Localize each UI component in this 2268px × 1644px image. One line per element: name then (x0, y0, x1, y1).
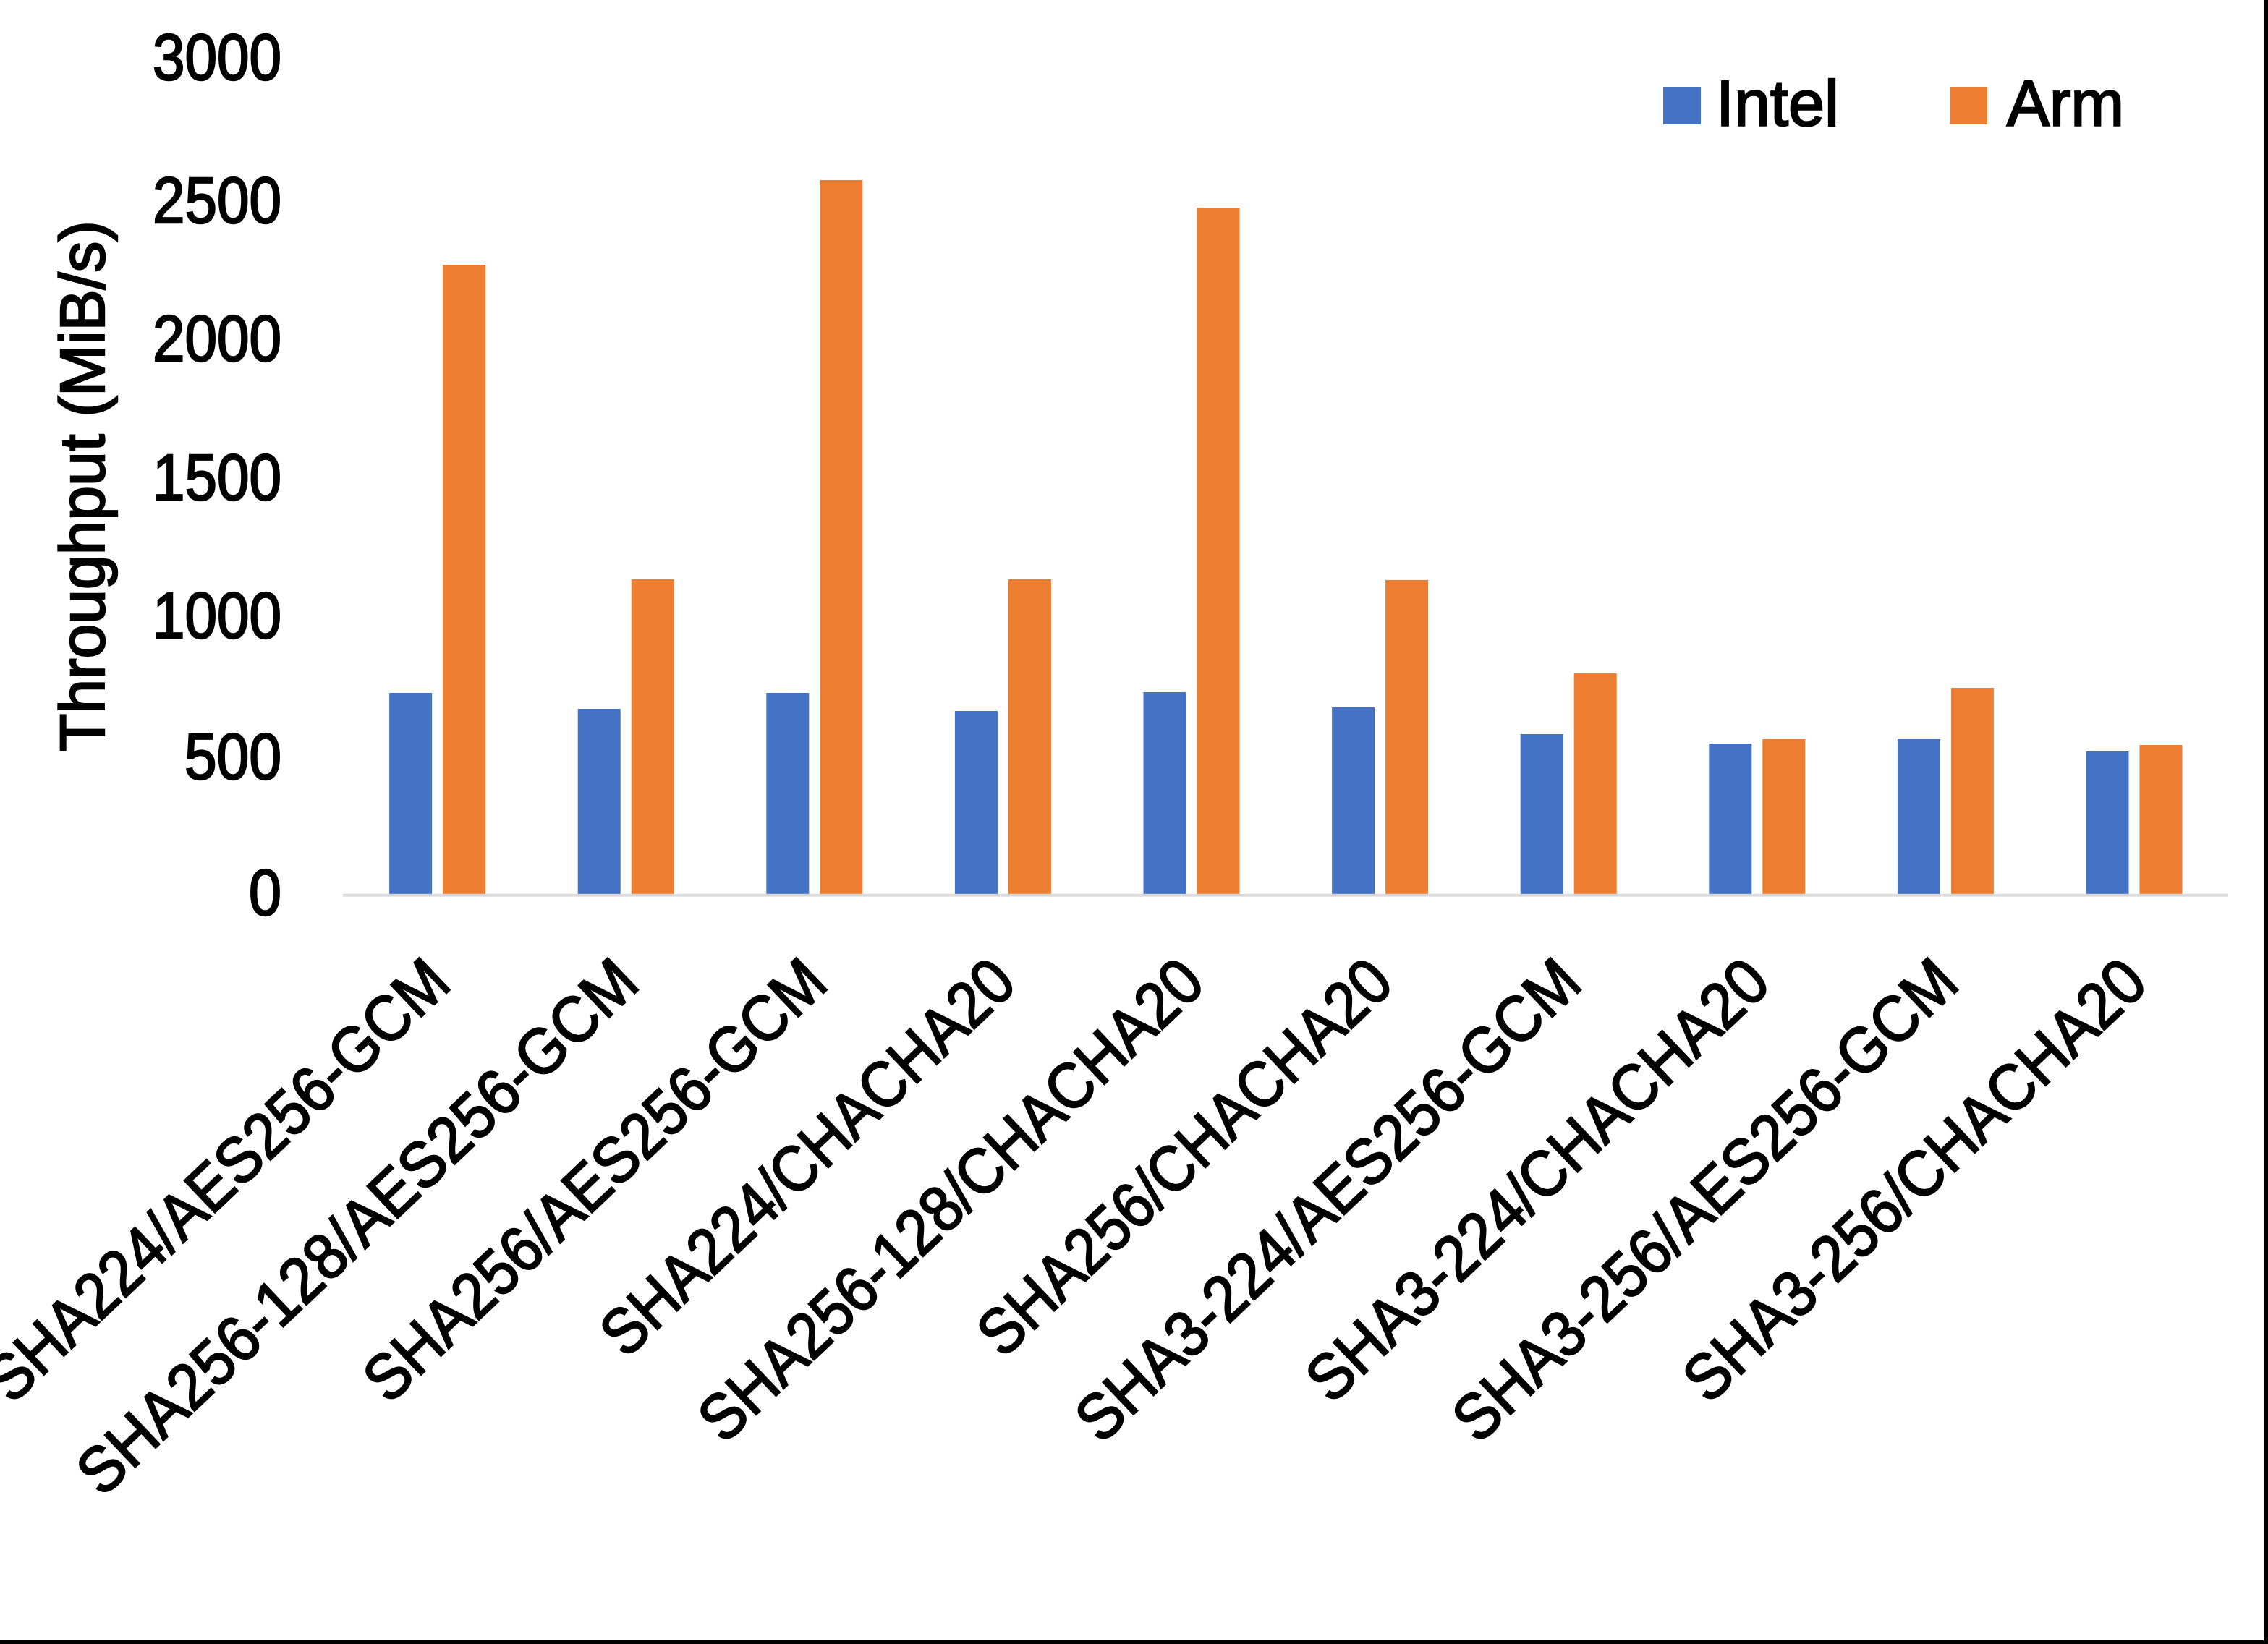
svg-text:2500: 2500 (153, 165, 281, 237)
svg-text:0: 0 (249, 857, 281, 929)
svg-text:1000: 1000 (153, 580, 281, 652)
svg-text:Intel: Intel (1716, 67, 1839, 140)
svg-text:Throughput (MiB/s): Throughput (MiB/s) (48, 221, 118, 751)
svg-text:Arm: Arm (2007, 67, 2124, 140)
svg-text:2000: 2000 (153, 303, 281, 375)
svg-text:500: 500 (184, 721, 281, 793)
svg-text:3000: 3000 (153, 22, 281, 94)
svg-text:1500: 1500 (153, 442, 281, 514)
